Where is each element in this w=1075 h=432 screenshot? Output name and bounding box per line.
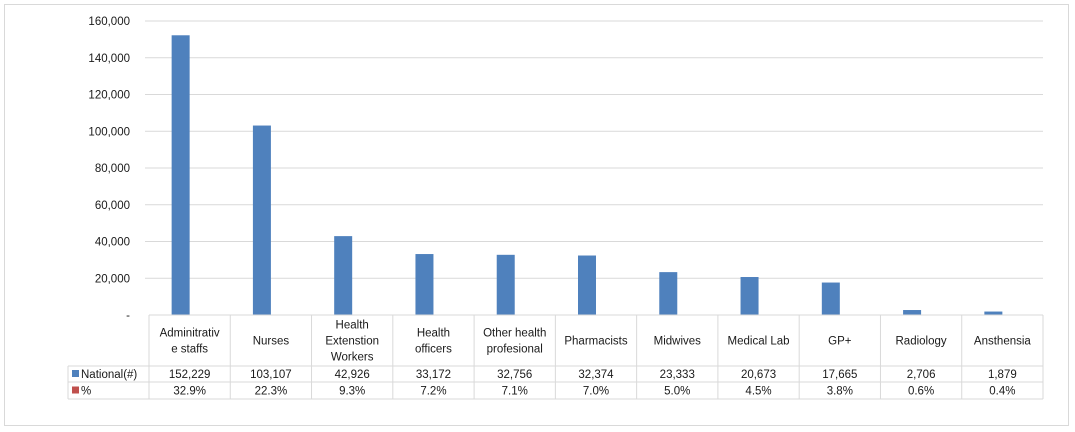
table-value: 4.5% [745, 386, 771, 398]
y-tick-label: 140,000 [88, 53, 130, 65]
category-label: Midwives [654, 336, 702, 348]
bar-national [171, 35, 190, 316]
category-label: Adminitrativ e staffs [160, 328, 220, 356]
table-value: 32.9% [173, 386, 206, 398]
table-value: 3.8% [827, 386, 853, 398]
category-label: GP+ [828, 336, 852, 348]
table-value: 32,756 [497, 369, 532, 381]
table-value: 17,665 [822, 369, 857, 381]
bars [171, 35, 1003, 316]
category-label: Nurses [253, 336, 290, 348]
table-value: 7.2% [420, 386, 446, 398]
bar-national [984, 311, 1003, 315]
bar-national [903, 310, 922, 315]
legend-label: % [81, 386, 91, 398]
y-tick-label: 100,000 [88, 126, 130, 138]
data-table: Adminitrativ e staffs Nurses Health Extensti… [67, 314, 1044, 400]
table-value: 7.0% [583, 386, 609, 398]
bar-national [821, 282, 840, 315]
table-value: 32,374 [578, 369, 614, 381]
bar-national [659, 272, 678, 315]
y-tick-label: 40,000 [95, 237, 130, 249]
gridlines [145, 20, 1043, 279]
chart-frame: - 20,000 40,000 60,000 80,000 100,000 120,000 1… [4, 4, 1069, 426]
table-value: 0.4% [989, 386, 1015, 398]
table-value: 33,172 [416, 369, 451, 381]
legend-label: National(#) [81, 369, 137, 381]
bar-national [334, 236, 353, 315]
y-axis: - 20,000 40,000 60,000 80,000 100,000 120,000 1… [88, 16, 130, 322]
table-value: 2,706 [907, 369, 936, 381]
table-value: 103,107 [250, 369, 292, 381]
bar-national [252, 125, 271, 315]
table-value: 22.3% [255, 386, 288, 398]
category-label: Radiology [896, 336, 947, 348]
y-tick-label: - [126, 310, 130, 322]
bar-chart: - 20,000 40,000 60,000 80,000 100,000 120,000 1… [67, 16, 1044, 400]
legend-swatch [72, 386, 79, 394]
y-tick-label: 20,000 [95, 273, 130, 285]
y-tick-label: 60,000 [95, 200, 130, 212]
table-value: 152,229 [169, 369, 211, 381]
legend-swatch [72, 370, 79, 377]
category-label: Other health profesional [483, 328, 546, 356]
table-value: 5.0% [664, 386, 690, 398]
y-tick-label: 160,000 [88, 16, 130, 28]
bar-national [740, 277, 759, 315]
bar-national [415, 254, 434, 315]
table-value: 7.1% [502, 386, 528, 398]
table-value: 1,879 [988, 369, 1017, 381]
bar-national [578, 255, 596, 315]
bar-national [496, 254, 515, 315]
table-value: 23,333 [660, 369, 695, 381]
table-value: 20,673 [741, 369, 776, 381]
y-tick-label: 80,000 [95, 163, 130, 175]
category-label: Medical Lab [728, 336, 790, 348]
table-value: 9.3% [339, 386, 365, 398]
category-label: Health Extenstion Workers [325, 320, 379, 364]
y-tick-label: 120,000 [88, 90, 130, 102]
category-label: Ansthensia [974, 336, 1032, 348]
category-label: Pharmacists [564, 336, 628, 348]
table-value: 42,926 [335, 369, 370, 381]
category-label: Health officers [415, 328, 452, 356]
table-value: 0.6% [908, 386, 934, 398]
